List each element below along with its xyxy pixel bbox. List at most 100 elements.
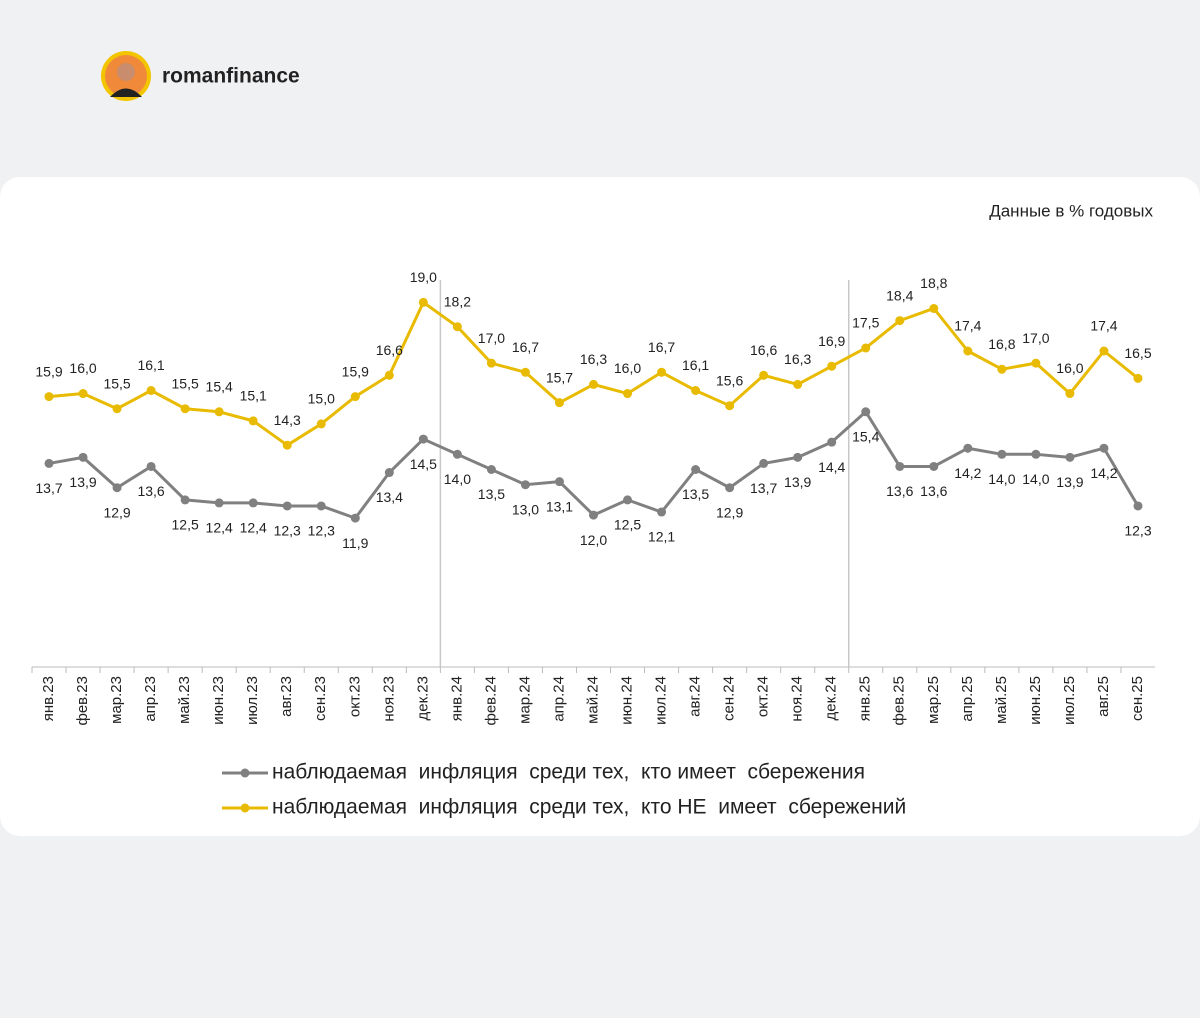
point [112, 483, 122, 493]
point [282, 501, 292, 511]
point [1099, 346, 1109, 356]
value-label: 15,1 [240, 388, 267, 404]
x-tick-label: сен.25 [1129, 676, 1146, 721]
point [997, 364, 1007, 374]
value-label: 13,6 [137, 483, 164, 499]
value-label: 13,6 [886, 483, 913, 499]
point [589, 510, 598, 520]
point [44, 392, 54, 402]
value-label: 12,4 [206, 520, 233, 536]
point [725, 483, 735, 493]
point [214, 407, 224, 417]
avatar [101, 51, 151, 101]
author: romanfinance [162, 65, 300, 88]
value-label: 16,0 [1056, 360, 1083, 376]
value-label: 14,0 [1022, 471, 1049, 487]
point [793, 379, 803, 389]
value-label: 15,9 [35, 363, 62, 379]
value-label: 18,4 [886, 287, 913, 303]
point [384, 468, 394, 478]
value-label: 12,3 [1124, 523, 1151, 539]
point [248, 498, 258, 508]
point [691, 465, 701, 474]
value-label: 19,0 [410, 269, 437, 285]
x-tick-label: фев.23 [74, 676, 91, 726]
point [146, 461, 156, 471]
value-label: 15,4 [852, 428, 879, 444]
value-label: 13,7 [750, 480, 777, 496]
point [725, 401, 735, 411]
point [759, 370, 769, 380]
value-label: 16,3 [784, 351, 811, 367]
value-label: 13,6 [920, 483, 947, 499]
point [997, 449, 1007, 459]
value-label: 14,2 [1090, 465, 1117, 481]
point [759, 458, 769, 468]
point [861, 407, 871, 417]
x-tick-label: мар.23 [108, 676, 125, 724]
value-label: 16,1 [682, 357, 709, 373]
x-tick-label: апр.25 [959, 676, 976, 722]
value-label: 13,9 [69, 474, 96, 490]
value-label: 12,3 [274, 523, 301, 539]
value-label: 15,0 [308, 391, 335, 407]
x-tick-label: апр.24 [550, 676, 567, 722]
point [1031, 358, 1041, 368]
x-tick-label: авг.24 [687, 676, 704, 717]
value-label: 12,4 [240, 520, 267, 536]
x-tick-label: июн.23 [210, 676, 227, 725]
point [929, 461, 939, 471]
value-label: 14,2 [954, 465, 981, 481]
point [520, 367, 530, 377]
value-label: 16,7 [648, 339, 675, 355]
x-tick-label: ноя.24 [789, 676, 806, 722]
point [554, 398, 564, 408]
value-label: 16,7 [512, 339, 539, 355]
point [1065, 389, 1075, 399]
point [589, 379, 598, 389]
value-label: 17,0 [478, 330, 505, 346]
value-label: 17,4 [1090, 318, 1117, 334]
point [1031, 449, 1041, 459]
point [861, 343, 871, 353]
x-tick-label: июн.24 [618, 676, 635, 725]
value-label: 16,6 [750, 342, 777, 358]
point [657, 367, 667, 377]
point [44, 458, 54, 468]
point [418, 297, 428, 307]
point [350, 392, 360, 402]
value-label: 16,8 [988, 336, 1015, 352]
point [146, 386, 156, 395]
value-label: 14,0 [444, 471, 471, 487]
point [180, 404, 190, 414]
value-label: 17,0 [1022, 330, 1049, 346]
value-label: 13,0 [512, 501, 539, 517]
x-tick-label: окт.23 [346, 676, 363, 717]
value-label: 17,4 [954, 318, 981, 334]
point [895, 461, 905, 471]
x-tick-label: янв.24 [448, 676, 465, 721]
point [316, 419, 326, 429]
x-tick-label: янв.25 [857, 676, 874, 721]
x-tick-label: май.23 [176, 676, 193, 724]
point [214, 498, 224, 508]
legend-label: наблюдаемая инфляция среди тех, кто имее… [272, 761, 865, 784]
point [486, 358, 496, 368]
value-label: 13,9 [1056, 474, 1083, 490]
x-tick-label: авг.23 [278, 676, 295, 717]
point [929, 303, 939, 313]
point [1099, 443, 1109, 453]
value-label: 12,5 [614, 517, 641, 533]
point [963, 443, 973, 453]
value-label: 12,3 [308, 523, 335, 539]
point [554, 477, 564, 487]
x-tick-label: окт.24 [755, 676, 772, 717]
point [1065, 452, 1075, 462]
value-label: 15,5 [172, 375, 199, 391]
point [350, 513, 360, 523]
point [827, 361, 837, 371]
point [691, 386, 701, 395]
value-label: 18,2 [444, 293, 471, 309]
value-label: 12,9 [103, 504, 130, 520]
